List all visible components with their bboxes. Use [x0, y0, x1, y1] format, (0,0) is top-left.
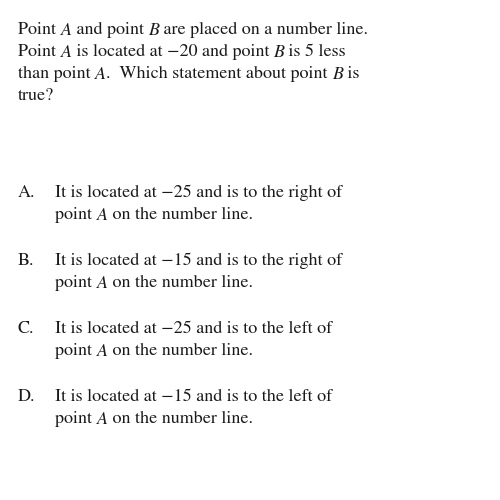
Text: A: A [96, 343, 108, 360]
Text: true?: true? [18, 88, 54, 104]
Text: on the number line.: on the number line. [108, 411, 253, 427]
Text: and point: and point [72, 22, 148, 38]
Text: It is located at −25 and is to the left of: It is located at −25 and is to the left … [55, 321, 332, 337]
Text: is 5 less: is 5 less [284, 44, 346, 60]
Text: A: A [60, 44, 72, 61]
Text: B: B [332, 66, 343, 83]
Text: on the number line.: on the number line. [108, 343, 253, 359]
Text: A: A [60, 22, 72, 39]
Text: B.: B. [18, 253, 34, 269]
Text: A: A [95, 66, 106, 83]
Text: A: A [96, 275, 108, 292]
Text: B: B [148, 22, 159, 39]
Text: on the number line.: on the number line. [108, 275, 253, 291]
Text: than point: than point [18, 66, 95, 82]
Text: .  Which statement about point: . Which statement about point [106, 66, 332, 82]
Text: point: point [55, 411, 96, 427]
Text: It is located at −15 and is to the left of: It is located at −15 and is to the left … [55, 389, 332, 405]
Text: is: is [343, 66, 359, 82]
Text: It is located at −15 and is to the right of: It is located at −15 and is to the right… [55, 253, 342, 270]
Text: Point: Point [18, 22, 60, 38]
Text: A.: A. [18, 185, 36, 201]
Text: is located at −20 and point: is located at −20 and point [72, 44, 274, 60]
Text: point: point [55, 207, 96, 223]
Text: C.: C. [18, 321, 34, 337]
Text: are placed on a number line.: are placed on a number line. [159, 22, 368, 38]
Text: It is located at −25 and is to the right of: It is located at −25 and is to the right… [55, 185, 342, 202]
Text: on the number line.: on the number line. [108, 207, 253, 223]
Text: B: B [274, 44, 284, 61]
Text: point: point [55, 343, 96, 359]
Text: D.: D. [18, 389, 36, 405]
Text: A: A [96, 207, 108, 224]
Text: point: point [55, 275, 96, 291]
Text: A: A [96, 411, 108, 428]
Text: Point: Point [18, 44, 60, 60]
